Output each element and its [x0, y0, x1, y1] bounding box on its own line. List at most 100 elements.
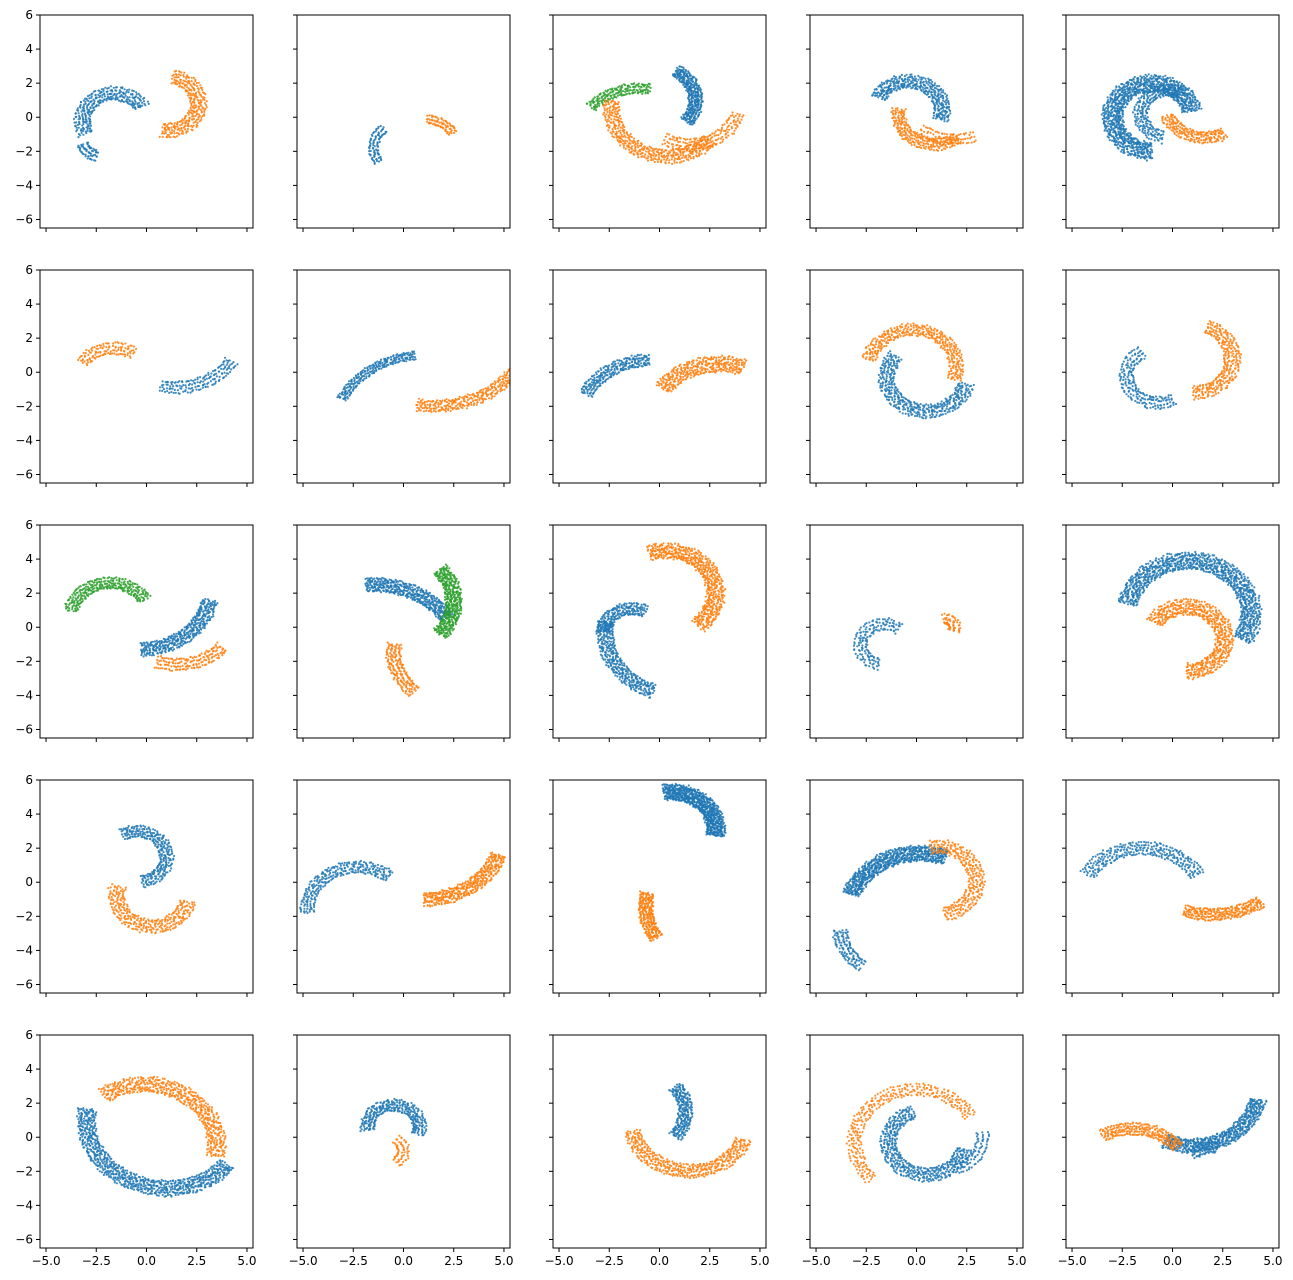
- data-point: [723, 123, 726, 126]
- data-point: [689, 138, 692, 141]
- data-point: [892, 85, 895, 88]
- data-point: [203, 378, 207, 381]
- data-point: [432, 404, 435, 407]
- data-point: [126, 348, 129, 351]
- data-point: [899, 133, 902, 137]
- data-point: [936, 107, 939, 110]
- data-point: [905, 136, 909, 139]
- data-point: [352, 385, 355, 388]
- data-point: [78, 356, 81, 359]
- data-point: [338, 392, 341, 395]
- data-point: [661, 143, 664, 146]
- data-point: [916, 85, 919, 88]
- data-point: [937, 100, 941, 103]
- data-point: [1162, 78, 1165, 81]
- data-point: [630, 140, 634, 143]
- data-point: [685, 89, 688, 92]
- data-point: [1138, 128, 1141, 132]
- data-point: [675, 147, 679, 150]
- data-point: [1190, 104, 1194, 107]
- data-point: [904, 77, 907, 80]
- data-point: [1129, 139, 1132, 143]
- data-point: [736, 117, 740, 120]
- subplot-r1-c1: [293, 269, 517, 487]
- data-point: [1120, 99, 1123, 102]
- data-point: [668, 161, 671, 164]
- data-point: [1193, 141, 1196, 144]
- data-point: [1142, 153, 1145, 156]
- data-point: [872, 91, 875, 94]
- data-point: [192, 115, 195, 118]
- data-point: [434, 115, 437, 118]
- data-point: [638, 88, 641, 91]
- data-point: [678, 65, 681, 68]
- data-point: [650, 153, 653, 157]
- data-point: [608, 107, 611, 110]
- data-point: [908, 141, 911, 144]
- data-point: [380, 367, 383, 370]
- data-point: [1121, 109, 1124, 112]
- data-point: [425, 118, 429, 121]
- data-point: [940, 94, 944, 97]
- data-point: [905, 138, 908, 141]
- data-point: [911, 75, 914, 79]
- data-point: [918, 76, 922, 79]
- data-point: [1149, 143, 1152, 146]
- data-point: [428, 114, 431, 117]
- data-point: [343, 392, 346, 395]
- data-point: [1173, 86, 1176, 89]
- data-point: [972, 131, 975, 134]
- data-point: [515, 360, 517, 362]
- data-point: [1133, 115, 1136, 118]
- data-point: [1174, 122, 1177, 125]
- data-point: [1115, 86, 1118, 89]
- data-point: [465, 395, 468, 398]
- data-point: [411, 358, 414, 361]
- data-point: [951, 142, 954, 145]
- series-blue: [77, 141, 100, 162]
- data-point: [95, 347, 98, 350]
- data-point: [674, 74, 677, 77]
- data-point: [1122, 143, 1125, 146]
- data-point: [922, 144, 925, 147]
- data-point: [1110, 120, 1113, 124]
- data-point: [225, 359, 228, 362]
- data-point: [187, 384, 190, 387]
- data-point: [925, 80, 928, 83]
- data-point: [689, 121, 692, 124]
- y-tick-label: −4: [15, 178, 33, 192]
- data-point: [665, 159, 668, 162]
- data-point: [192, 111, 195, 114]
- data-point: [230, 368, 233, 371]
- data-point: [1157, 75, 1160, 78]
- data-point: [930, 100, 934, 103]
- subplot-r0-c4: [1062, 14, 1280, 232]
- data-point: [1109, 96, 1112, 99]
- data-point: [169, 385, 172, 388]
- data-point: [170, 82, 173, 85]
- data-point: [1140, 118, 1143, 121]
- data-point: [885, 89, 888, 93]
- data-point: [643, 88, 646, 92]
- data-point: [197, 99, 200, 102]
- data-point: [1105, 120, 1108, 123]
- data-point: [1110, 112, 1113, 115]
- data-point: [918, 146, 921, 149]
- data-point: [1132, 149, 1135, 152]
- data-point: [693, 140, 696, 143]
- data-point: [498, 378, 501, 381]
- data-point: [1110, 139, 1114, 142]
- data-point: [116, 341, 119, 344]
- data-point: [730, 125, 733, 129]
- data-point: [176, 135, 179, 138]
- data-point: [1125, 82, 1128, 85]
- data-point: [1162, 130, 1165, 133]
- data-point: [942, 89, 945, 92]
- data-point: [379, 125, 382, 128]
- data-point: [357, 379, 360, 382]
- data-point: [453, 129, 456, 132]
- data-point: [191, 112, 194, 116]
- data-point: [617, 86, 620, 89]
- data-point: [698, 150, 702, 153]
